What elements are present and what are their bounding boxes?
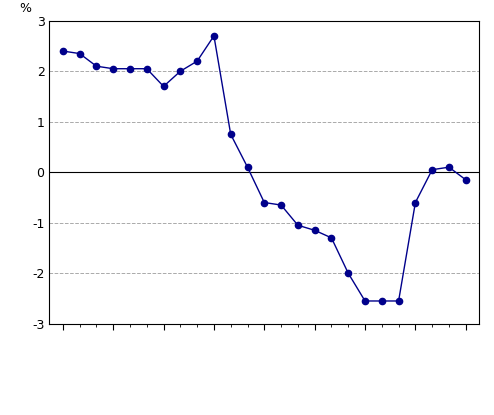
Text: %: % — [19, 2, 31, 15]
